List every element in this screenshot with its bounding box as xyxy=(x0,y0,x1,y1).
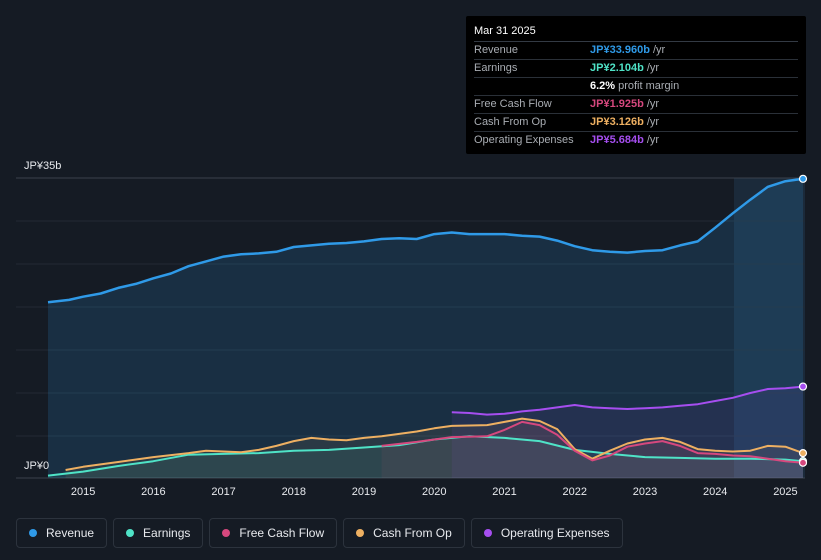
earnings-area xyxy=(48,436,803,478)
tooltip-row: Operating Expenses JP¥5.684b/yr xyxy=(474,132,798,149)
revenue-end-point xyxy=(798,174,808,183)
data-tooltip: Mar 31 2025 Revenue JP¥33.960b/yr Earnings… xyxy=(466,16,806,154)
operating-expenses-area xyxy=(451,386,803,478)
tooltip-row-label: Revenue xyxy=(474,44,519,56)
x-tick-label: 2021 xyxy=(492,486,516,498)
legend-label: Operating Expenses xyxy=(500,526,610,540)
tooltip-row-label xyxy=(474,78,590,95)
tooltip-date: Mar 31 2025 xyxy=(474,24,798,42)
chart-legend: Revenue Earnings Free Cash Flow Cash From O… xyxy=(16,518,623,548)
tooltip-row: Earnings JP¥2.104b/yr xyxy=(474,60,798,78)
x-tick-label: 2025 xyxy=(773,486,797,498)
legend-item-earnings[interactable]: Earnings xyxy=(113,518,204,548)
legend-item-free-cash-flow[interactable]: Free Cash Flow xyxy=(209,518,338,548)
y-axis-bottom-label: JP¥0 xyxy=(24,460,50,472)
tooltip-row-value: JP¥2.104b xyxy=(590,62,644,74)
tooltip-row-label: Cash From Op xyxy=(474,116,547,128)
legend-dot-icon xyxy=(356,529,365,537)
operating-expenses-line xyxy=(451,385,804,416)
tooltip-row-unit: /yr xyxy=(646,98,660,110)
x-tick-label: 2015 xyxy=(71,486,95,498)
tooltip-row: 6.2% profit margin xyxy=(474,78,798,96)
free-cash-flow-area xyxy=(381,421,803,478)
tooltip-row-label: Operating Expenses xyxy=(474,134,574,146)
tooltip-row-unit: profit margin xyxy=(618,80,680,92)
cash-from-op-end-point xyxy=(798,449,808,458)
tooltip-row-label: Free Cash Flow xyxy=(474,98,552,110)
cash-from-op-area xyxy=(65,418,804,478)
tooltip-row: Cash From Op JP¥3.126b/yr xyxy=(474,114,798,132)
tooltip-row-label: Earnings xyxy=(474,62,518,74)
tooltip-row-value: JP¥33.960b xyxy=(590,44,650,56)
legend-item-cash-from-op[interactable]: Cash From Op xyxy=(343,518,465,548)
legend-dot-icon xyxy=(483,529,492,537)
x-tick-label: 2019 xyxy=(352,486,376,498)
x-tick-label: 2023 xyxy=(633,486,657,498)
tooltip-row-unit: /yr xyxy=(652,44,666,56)
x-tick-label: 2016 xyxy=(141,486,165,498)
revenue-area xyxy=(48,178,803,479)
tooltip-row-value: 6.2% xyxy=(590,80,616,92)
legend-dot-icon xyxy=(29,529,37,537)
legend-item-operating-expenses[interactable]: Operating Expenses xyxy=(470,518,623,548)
legend-label: Revenue xyxy=(46,526,95,540)
tooltip-row: Free Cash Flow JP¥1.925b/yr xyxy=(474,96,798,114)
legend-item-revenue[interactable]: Revenue xyxy=(16,518,108,548)
tooltip-row-unit: /yr xyxy=(646,62,660,74)
x-tick-label: 2022 xyxy=(563,486,587,498)
tooltip-row-unit: /yr xyxy=(646,134,660,146)
legend-label: Cash From Op xyxy=(373,526,452,540)
tooltip-row: Revenue JP¥33.960b/yr xyxy=(474,42,798,60)
legend-label: Earnings xyxy=(143,526,191,540)
cash-from-op-line xyxy=(65,417,804,471)
legend-dot-icon xyxy=(126,529,135,537)
y-axis-top-label: JP¥35b xyxy=(24,160,62,172)
revenue-line xyxy=(47,177,804,304)
operating-expenses-end-point xyxy=(798,382,808,391)
free-cash-flow-line xyxy=(381,420,804,464)
x-tick-label: 2018 xyxy=(282,486,306,498)
legend-label: Free Cash Flow xyxy=(239,526,325,540)
tooltip-row-unit: /yr xyxy=(646,116,660,128)
tooltip-row-value: JP¥5.684b xyxy=(590,134,644,146)
x-tick-label: 2024 xyxy=(703,486,727,498)
highlight-band xyxy=(734,178,805,478)
free-cash-flow-end-point xyxy=(798,458,808,467)
x-tick-label: 2017 xyxy=(211,486,235,498)
tooltip-row-value: JP¥3.126b xyxy=(590,116,644,128)
legend-dot-icon xyxy=(222,529,231,537)
x-tick-label: 2020 xyxy=(422,486,446,498)
tooltip-row-value: JP¥1.925b xyxy=(590,98,644,110)
